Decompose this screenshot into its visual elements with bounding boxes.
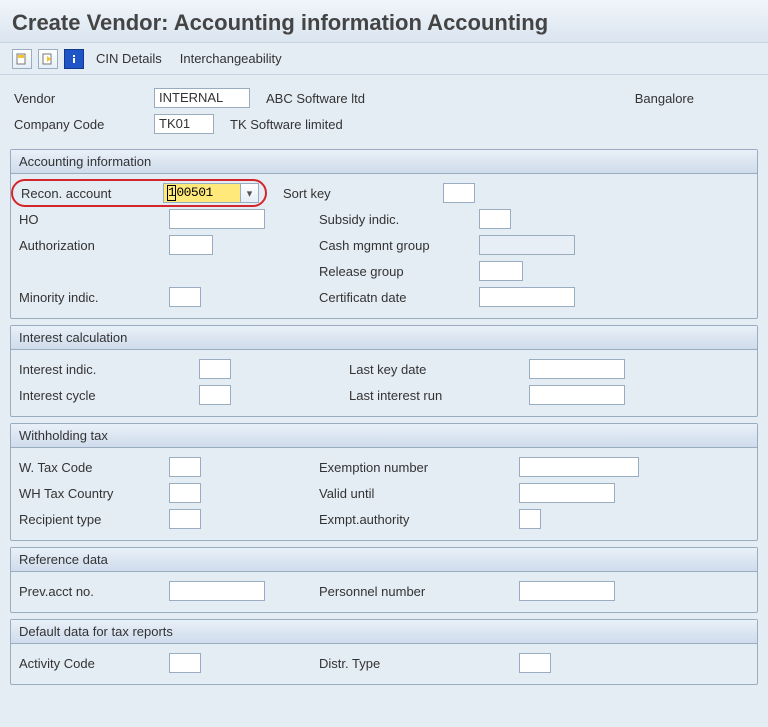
exemption-number-label: Exemption number (319, 460, 519, 475)
last-interest-run-input[interactable] (529, 385, 625, 405)
wh-tax-country-label: WH Tax Country (19, 486, 169, 501)
group-title-default-tax: Default data for tax reports (11, 620, 757, 644)
group-title-reference: Reference data (11, 548, 757, 572)
group-reference: Reference data Prev.acct no. Personnel n… (10, 547, 758, 613)
interest-indic-input[interactable] (199, 359, 231, 379)
prev-acct-no-label: Prev.acct no. (19, 584, 169, 599)
doc2-icon[interactable] (38, 49, 58, 69)
interest-indic-label: Interest indic. (19, 362, 199, 377)
ho-label: HO (19, 212, 169, 227)
personnel-number-input[interactable] (519, 581, 615, 601)
recon-account-f4-icon[interactable]: ▾ (241, 183, 259, 203)
minority-indic-label: Minority indic. (19, 290, 169, 305)
last-key-date-label: Last key date (349, 362, 529, 377)
minority-indic-input[interactable] (169, 287, 201, 307)
exmpt-authority-input[interactable] (519, 509, 541, 529)
subsidy-indic-input[interactable] (479, 209, 511, 229)
info-icon[interactable] (64, 49, 84, 69)
recon-account-highlight: Recon. account 100501▾ (11, 179, 267, 207)
recon-account-label: Recon. account (21, 186, 163, 201)
interest-cycle-input[interactable] (199, 385, 231, 405)
last-interest-run-label: Last interest run (349, 388, 529, 403)
group-title-accounting: Accounting information (11, 150, 757, 174)
toolbar: CIN Details Interchangeability (0, 43, 768, 75)
recipient-type-label: Recipient type (19, 512, 169, 527)
company-code-value: TK01 (154, 114, 214, 134)
authorization-label: Authorization (19, 238, 169, 253)
cash-mgmnt-group-input (479, 235, 575, 255)
last-key-date-input[interactable] (529, 359, 625, 379)
certificatn-date-label: Certificatn date (319, 290, 479, 305)
group-title-withholding: Withholding tax (11, 424, 757, 448)
company-code-label: Company Code (14, 117, 154, 132)
group-interest: Interest calculation Interest indic. Las… (10, 325, 758, 417)
activity-code-label: Activity Code (19, 656, 169, 671)
sort-key-label: Sort key (283, 186, 443, 201)
distr-type-input[interactable] (519, 653, 551, 673)
company-code-name: TK Software limited (230, 117, 343, 132)
personnel-number-label: Personnel number (319, 584, 519, 599)
page-title: Create Vendor: Accounting information Ac… (0, 0, 768, 43)
wh-tax-country-input[interactable] (169, 483, 201, 503)
distr-type-label: Distr. Type (319, 656, 519, 671)
valid-until-label: Valid until (319, 486, 519, 501)
subsidy-indic-label: Subsidy indic. (319, 212, 479, 227)
activity-code-input[interactable] (169, 653, 201, 673)
release-group-label: Release group (319, 264, 479, 279)
ho-input[interactable] (169, 209, 265, 229)
certificatn-date-input[interactable] (479, 287, 575, 307)
header-area: Vendor INTERNAL ABC Software ltd Bangalo… (0, 75, 768, 143)
w-tax-code-input[interactable] (169, 457, 201, 477)
group-default-tax: Default data for tax reports Activity Co… (10, 619, 758, 685)
prev-acct-no-input[interactable] (169, 581, 265, 601)
cash-mgmnt-group-label: Cash mgmnt group (319, 238, 479, 253)
vendor-value: INTERNAL (154, 88, 250, 108)
recipient-type-input[interactable] (169, 509, 201, 529)
group-title-interest: Interest calculation (11, 326, 757, 350)
group-withholding: Withholding tax W. Tax Code Exemption nu… (10, 423, 758, 541)
w-tax-code-label: W. Tax Code (19, 460, 169, 475)
group-accounting: Accounting information Recon. account 10… (10, 149, 758, 319)
exemption-number-input[interactable] (519, 457, 639, 477)
vendor-label: Vendor (14, 91, 154, 106)
interchangeability-link[interactable]: Interchangeability (174, 49, 288, 68)
valid-until-input[interactable] (519, 483, 615, 503)
cin-details-link[interactable]: CIN Details (90, 49, 168, 68)
release-group-input[interactable] (479, 261, 523, 281)
vendor-name: ABC Software ltd (266, 91, 365, 106)
exmpt-authority-label: Exmpt.authority (319, 512, 519, 527)
interest-cycle-label: Interest cycle (19, 388, 199, 403)
sort-key-input[interactable] (443, 183, 475, 203)
vendor-city: Bangalore (635, 91, 754, 106)
doc-icon[interactable] (12, 49, 32, 69)
authorization-input[interactable] (169, 235, 213, 255)
recon-account-input[interactable]: 100501 (163, 183, 241, 203)
